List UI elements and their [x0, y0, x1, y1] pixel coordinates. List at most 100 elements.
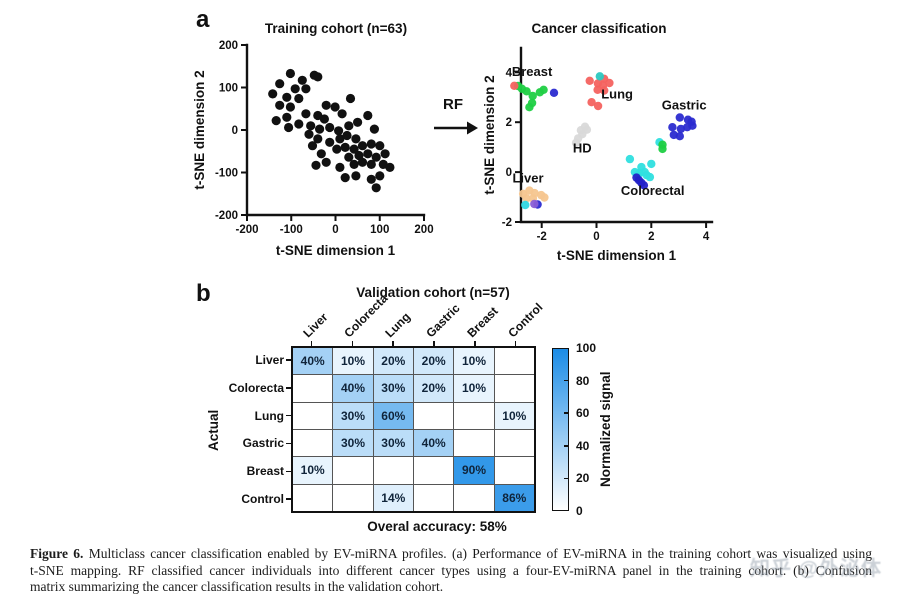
- matrix-col-tick: [310, 341, 313, 346]
- matrix-cell-gastric-gastric: 40%: [413, 430, 454, 457]
- data-point: [340, 142, 350, 152]
- data-point: [271, 116, 281, 126]
- matrix-cell-breast-colorecta: [333, 457, 373, 484]
- colorbar-tick-label: 0: [576, 504, 583, 518]
- caption-line-1-text: Multiclass cancer classification enabled…: [88, 546, 872, 561]
- matrix-cell-gastric-lung: 30%: [373, 430, 413, 457]
- matrix-row-label-liver: Liver: [255, 352, 284, 367]
- data-point: [366, 139, 376, 149]
- matrix-cell-control-gastric: [413, 484, 454, 511]
- cluster-point-lung: [587, 98, 596, 107]
- matrix-col-label-breast: Breast: [464, 303, 501, 341]
- cluster-label-hd: HD: [573, 141, 592, 156]
- cluster-point-breast: [539, 85, 548, 95]
- data-point: [301, 84, 311, 94]
- data-point: [325, 137, 335, 147]
- x-tick-label: 0: [593, 231, 599, 243]
- matrix-cell-colorecta-liver: [293, 375, 333, 402]
- colorbar-tick-label: 20: [576, 471, 590, 486]
- data-point: [297, 75, 307, 85]
- cluster-point-breast: [525, 103, 534, 112]
- caption-line-3: matrix summarizing the cancer classifica…: [30, 579, 444, 594]
- data-point: [375, 141, 385, 151]
- cluster-point-breast: [522, 87, 531, 96]
- data-point: [294, 93, 304, 104]
- x-tick-label: 2: [648, 231, 654, 243]
- data-point: [315, 124, 325, 134]
- x-tick-label: 200: [414, 224, 433, 236]
- matrix-cell-colorecta-colorecta: 40%: [333, 375, 373, 402]
- cluster-label-liver: Liver: [512, 171, 543, 186]
- x-tick-label: -100: [280, 224, 303, 236]
- matrix-cell-breast-liver: 10%: [293, 457, 333, 484]
- matrix-row-label-gastric: Gastric: [242, 436, 284, 451]
- cluster-point-colorectal: [647, 159, 656, 169]
- data-point: [321, 100, 331, 110]
- data-point: [268, 89, 278, 99]
- matrix-cell-liver-liver: 40%: [293, 348, 333, 375]
- cluster-point-colorectal-outlier-blue: [639, 181, 649, 190]
- data-point: [285, 68, 295, 79]
- cluster-point-colorectal: [625, 154, 635, 164]
- confusion-matrix-grid: 40% 10% 20% 20% 10% 40% 30% 20% 10% 30% 60% 10% 30% 3…: [291, 346, 536, 513]
- y-tick-label: 0: [232, 125, 238, 137]
- cluster-point-lung-outlier-teal: [595, 72, 604, 81]
- colorbar-tick-label: 100: [576, 341, 597, 355]
- matrix-cell-control-breast: [454, 484, 494, 511]
- y-tick-label: -2: [502, 217, 512, 229]
- x-tick-label: 0: [332, 224, 338, 236]
- caption-line-2: t-SNE mapping. RF classified cancer indi…: [30, 562, 872, 578]
- cluster-point-liver: [540, 193, 549, 202]
- matrix-cell-gastric-breast: [454, 430, 494, 457]
- x-axis-label: t-SNE dimension 1: [557, 248, 677, 263]
- data-point: [275, 100, 285, 110]
- confusion-matrix-title: Validation cohort (n=57): [356, 285, 510, 300]
- cluster-point-lung: [593, 101, 603, 111]
- matrix-col-label-liver: Liver: [300, 310, 331, 341]
- cluster-label-colorectal: Colorectal: [621, 183, 685, 198]
- colorbar: [552, 348, 569, 511]
- matrix-row-label-breast: Breast: [246, 464, 284, 479]
- data-point: [357, 141, 368, 151]
- panel-b-label: b: [196, 280, 211, 307]
- matrix-cell-colorecta-breast: 10%: [454, 375, 494, 402]
- matrix-cell-lung-gastric: [413, 402, 454, 429]
- data-point: [325, 122, 335, 133]
- cluster-label-breast: Breast: [512, 64, 553, 79]
- matrix-row-label-control: Control: [241, 492, 284, 507]
- matrix-cell-breast-control: [494, 457, 534, 484]
- data-point: [363, 149, 373, 159]
- data-point: [349, 144, 359, 154]
- data-point: [342, 130, 352, 141]
- caption-line-1: Figure 6. Multiclass cancer classificati…: [30, 546, 872, 563]
- data-point: [345, 93, 356, 104]
- matrix-row-tick: [286, 387, 291, 389]
- y-tick-label: 2: [506, 117, 512, 129]
- y-axis-label: t-SNE dimension 2: [192, 70, 207, 189]
- cluster-point-gastric: [676, 124, 686, 134]
- matrix-col-label-control: Control: [504, 300, 546, 341]
- data-point: [294, 119, 304, 129]
- data-point: [335, 162, 345, 172]
- matrix-cell-liver-breast: 10%: [454, 348, 494, 375]
- matrix-col-tick: [433, 341, 435, 346]
- x-tick-label: 4: [703, 231, 710, 243]
- matrix-cell-control-control: 86%: [494, 484, 534, 511]
- matrix-cell-breast-gastric: [413, 457, 454, 484]
- data-point: [311, 160, 321, 170]
- matrix-cell-colorecta-gastric: 20%: [413, 375, 454, 402]
- matrix-cell-lung-colorecta: 30%: [333, 402, 373, 429]
- data-point: [337, 109, 347, 119]
- data-point: [304, 129, 314, 139]
- cluster-point-mid-green: [658, 144, 667, 154]
- classification-plot-title: Cancer classification: [531, 21, 666, 36]
- x-tick-label: 100: [370, 224, 389, 236]
- data-point: [340, 173, 350, 183]
- y-tick-label: 0: [506, 167, 512, 179]
- data-point: [313, 134, 323, 144]
- cluster-label-gastric: Gastric: [662, 98, 707, 113]
- cluster-point-breast-outlier-blue: [549, 88, 559, 98]
- colorbar-tick-label: 40: [576, 438, 590, 453]
- data-point: [284, 122, 294, 133]
- y-tick-label: 4: [506, 67, 513, 79]
